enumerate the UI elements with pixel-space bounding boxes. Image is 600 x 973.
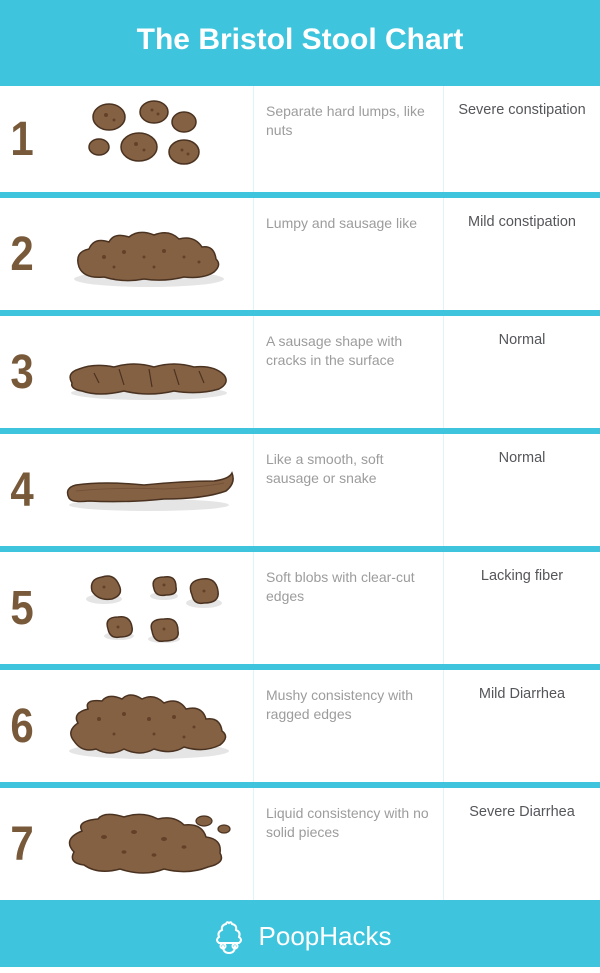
description-cell: Separate hard lumps, like nuts — [254, 86, 444, 192]
stool-type-3-icon — [54, 325, 244, 420]
description-cell: Liquid consistency with no solid pieces — [254, 788, 444, 900]
row-number-cell: 1 — [0, 86, 44, 192]
chart-row: 1 Separate hard lumps — [0, 80, 600, 198]
description-cell: Lumpy and sausage like — [254, 198, 444, 310]
diagnosis-cell: Lacking fiber — [444, 552, 600, 664]
illustration-cell — [44, 434, 254, 546]
row-number: 7 — [10, 816, 33, 871]
stool-type-5-icon — [54, 561, 244, 656]
row-number-cell: 6 — [0, 670, 44, 782]
illustration-cell — [44, 552, 254, 664]
diagnosis-cell: Mild constipation — [444, 198, 600, 310]
row-number: 5 — [10, 580, 33, 635]
row-number: 2 — [10, 226, 33, 281]
chart-row: 6 Mushy consistency with ragged edges Mi… — [0, 670, 600, 788]
page-title: The Bristol Stool Chart — [137, 23, 464, 57]
diagnosis-cell: Mild Diarrhea — [444, 670, 600, 782]
diagnosis-cell: Normal — [444, 316, 600, 428]
diagnosis-cell: Severe Diarrhea — [444, 788, 600, 900]
header: The Bristol Stool Chart — [0, 0, 600, 80]
chart-row: 4 Like a smooth, soft sausage or snake N… — [0, 434, 600, 552]
diagnosis-cell: Normal — [444, 434, 600, 546]
row-number-cell: 2 — [0, 198, 44, 310]
row-number: 3 — [10, 344, 33, 399]
illustration-cell — [44, 316, 254, 428]
description-cell: A sausage shape with cracks in the surfa… — [254, 316, 444, 428]
description-cell: Soft blobs with clear-cut edges — [254, 552, 444, 664]
chart-row: 5 — [0, 552, 600, 670]
stool-type-4-icon — [54, 443, 244, 538]
illustration-cell — [44, 670, 254, 782]
chart-row: 2 Lumpy and sausage like Mild constipati… — [0, 198, 600, 316]
row-number: 4 — [10, 462, 33, 517]
stool-type-6-icon — [54, 679, 244, 774]
description-cell: Like a smooth, soft sausage or snake — [254, 434, 444, 546]
footer-brand: PoopHacks — [259, 921, 392, 952]
illustration-cell — [44, 86, 254, 192]
chart-rows: 1 Separate hard lumps — [0, 80, 600, 906]
stool-type-2-icon — [54, 207, 244, 302]
row-number-cell: 4 — [0, 434, 44, 546]
illustration-cell — [44, 788, 254, 900]
stool-type-1-icon — [54, 92, 244, 187]
footer: PoopHacks — [0, 906, 600, 967]
illustration-cell — [44, 198, 254, 310]
stool-type-7-icon — [54, 797, 244, 892]
poophacks-logo-icon — [209, 917, 249, 957]
row-number-cell: 7 — [0, 788, 44, 900]
row-number-cell: 3 — [0, 316, 44, 428]
chart-row: 7 Liquid consistency with no solid piece… — [0, 788, 600, 906]
diagnosis-cell: Severe constipation — [444, 86, 600, 192]
description-cell: Mushy consistency with ragged edges — [254, 670, 444, 782]
row-number-cell: 5 — [0, 552, 44, 664]
row-number: 6 — [10, 698, 33, 753]
row-number: 1 — [10, 111, 33, 166]
chart-row: 3 A sausage shape with cracks in the sur… — [0, 316, 600, 434]
